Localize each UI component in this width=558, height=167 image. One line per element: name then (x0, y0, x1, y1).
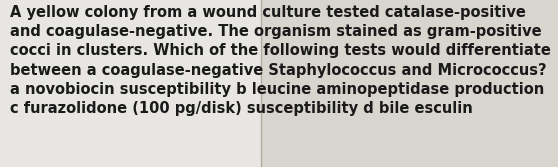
FancyBboxPatch shape (261, 0, 558, 167)
Text: A yellow colony from a wound culture tested catalase-positive
and coagulase-nega: A yellow colony from a wound culture tes… (10, 5, 551, 116)
